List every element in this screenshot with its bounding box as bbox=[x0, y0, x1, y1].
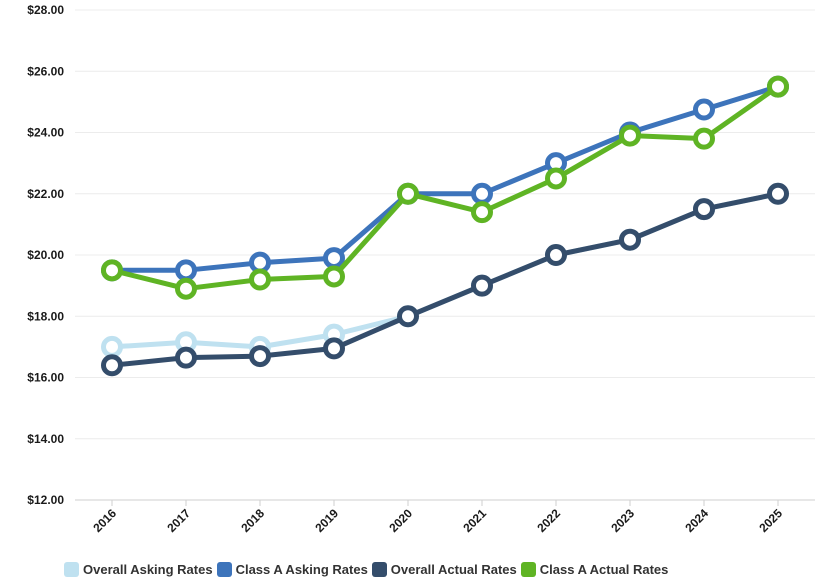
series-line bbox=[109, 191, 781, 368]
chart-legend: Overall Asking Rates Class A Asking Rates… bbox=[64, 562, 672, 577]
data-point[interactable] bbox=[545, 167, 567, 190]
legend-label: Class A Actual Rates bbox=[539, 562, 669, 577]
y-tick-label: $24.00 bbox=[27, 126, 64, 140]
data-point[interactable] bbox=[175, 259, 197, 282]
y-tick-label: $14.00 bbox=[27, 432, 64, 446]
legend-swatch bbox=[520, 562, 536, 577]
data-point[interactable] bbox=[101, 259, 123, 282]
data-point[interactable] bbox=[175, 346, 197, 369]
x-tick-label: 2020 bbox=[386, 506, 415, 535]
data-point[interactable] bbox=[471, 182, 493, 205]
x-tick-label: 2018 bbox=[238, 506, 267, 535]
legend-item[interactable]: Class A Actual Rates bbox=[520, 562, 669, 577]
data-point[interactable] bbox=[693, 98, 715, 121]
series-line bbox=[109, 191, 781, 350]
y-tick-label: $26.00 bbox=[27, 64, 64, 78]
y-axis: $12.00 $14.00 $16.00 $18.00 $20.00 $22.00 $24.… bbox=[27, 3, 64, 507]
legend-item[interactable]: Overall Asking Rates bbox=[64, 562, 213, 577]
series-class-a-asking-rates bbox=[101, 75, 789, 282]
data-point[interactable] bbox=[101, 335, 123, 358]
legend-swatch bbox=[216, 562, 232, 577]
data-point[interactable] bbox=[471, 201, 493, 224]
data-point[interactable] bbox=[323, 247, 345, 270]
series-line bbox=[109, 84, 781, 273]
legend-item[interactable]: Overall Actual Rates bbox=[371, 562, 517, 577]
legend-swatch bbox=[371, 562, 387, 577]
data-point[interactable] bbox=[323, 337, 345, 360]
series-lines bbox=[101, 75, 789, 377]
legend-label: Overall Actual Rates bbox=[390, 562, 517, 577]
y-tick-label: $16.00 bbox=[27, 371, 64, 385]
series-line bbox=[109, 84, 781, 292]
data-point[interactable] bbox=[249, 345, 271, 368]
data-point[interactable] bbox=[397, 182, 419, 205]
y-tick-label: $22.00 bbox=[27, 187, 64, 201]
data-point[interactable] bbox=[397, 305, 419, 328]
data-point[interactable] bbox=[693, 127, 715, 150]
x-axis: 2016 2017 2018 2019 2020 2021 2022 2023 2024 2025 bbox=[90, 500, 785, 535]
series-class-a-actual-rates bbox=[101, 75, 789, 300]
x-tick-label: 2022 bbox=[534, 506, 563, 535]
legend-label: Overall Asking Rates bbox=[83, 562, 213, 577]
data-point[interactable] bbox=[323, 265, 345, 288]
x-tick-label: 2023 bbox=[608, 506, 637, 535]
data-point[interactable] bbox=[619, 124, 641, 147]
legend-label: Class A Asking Rates bbox=[235, 562, 368, 577]
y-tick-label: $20.00 bbox=[27, 248, 64, 262]
grid-lines bbox=[75, 9, 815, 501]
data-point[interactable] bbox=[249, 268, 271, 291]
data-point[interactable] bbox=[101, 354, 123, 377]
data-point[interactable] bbox=[471, 274, 493, 297]
y-tick-label: $28.00 bbox=[27, 3, 64, 17]
legend-swatch bbox=[64, 562, 79, 577]
x-tick-label: 2016 bbox=[90, 506, 119, 535]
y-tick-label: $18.00 bbox=[27, 309, 64, 323]
x-tick-label: 2024 bbox=[682, 506, 711, 535]
data-point[interactable] bbox=[175, 277, 197, 300]
data-point[interactable] bbox=[545, 244, 567, 266]
series-overall-actual-rates bbox=[101, 182, 789, 377]
data-point[interactable] bbox=[767, 75, 789, 98]
x-tick-label: 2025 bbox=[756, 506, 785, 535]
x-tick-label: 2019 bbox=[312, 506, 341, 535]
data-point[interactable] bbox=[619, 228, 641, 251]
legend-item[interactable]: Class A Asking Rates bbox=[216, 562, 368, 577]
x-tick-label: 2017 bbox=[164, 506, 193, 535]
y-tick-label: $12.00 bbox=[27, 493, 64, 507]
data-point[interactable] bbox=[767, 182, 789, 205]
data-point[interactable] bbox=[693, 198, 715, 221]
x-tick-label: 2021 bbox=[460, 506, 489, 535]
